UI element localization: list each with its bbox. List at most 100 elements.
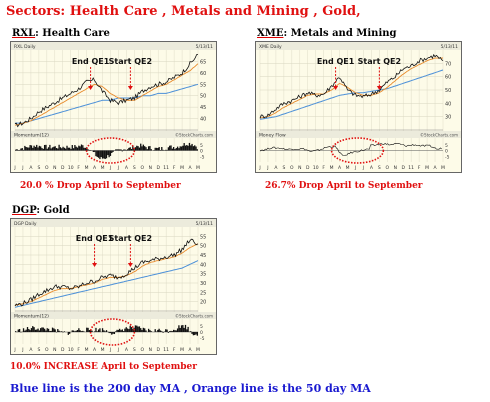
indicator-bar [146, 149, 148, 151]
indicator-bar [76, 147, 79, 151]
indicator-bar [120, 330, 122, 332]
qe-annotation-label: End QE1 [76, 234, 114, 243]
indicator-bar [187, 326, 189, 332]
x-tick-label: D [401, 165, 405, 171]
indicator-bar [133, 149, 135, 151]
indicator-bar [183, 327, 185, 332]
indicator-bar [16, 149, 18, 151]
qe-annotation-arrowhead [333, 86, 339, 90]
indicator-bar [84, 147, 87, 151]
indicator-bar [141, 329, 143, 332]
indicator-bar [162, 332, 164, 333]
y-tick-label: 25 [200, 290, 206, 296]
ma50-line [14, 63, 199, 126]
indicator-bar [117, 329, 120, 332]
indicator-bar [167, 332, 170, 333]
price-line [259, 53, 444, 119]
chart-svg-xme: XME Daily 5/13/11 30 40 50 60 70 End QE1 Start Q… [256, 42, 461, 171]
x-tick-label: O [141, 165, 145, 171]
indicator-bar [46, 148, 48, 151]
x-tick-label: J [362, 165, 364, 171]
indicator-bar [158, 328, 160, 332]
indicator-bar [30, 328, 33, 332]
indicator-bar [49, 144, 51, 151]
qe-annotation-arrowhead [88, 86, 94, 90]
indicator-bar [46, 328, 48, 332]
indicator-bar [53, 146, 55, 151]
indicator-bar [41, 148, 43, 151]
x-tick-label: F [173, 347, 176, 353]
qe-annotation-arrowhead [127, 86, 133, 90]
x-tick-label: J [117, 347, 119, 353]
chart-header-strip [256, 42, 461, 50]
indicator-bar [121, 150, 123, 152]
indicator-bar [129, 325, 131, 332]
indicator-bar [34, 146, 37, 151]
indicator-bar [80, 331, 83, 332]
indicator-bar [18, 328, 21, 332]
x-tick-label: S [133, 347, 136, 353]
indicator-bar [136, 325, 138, 332]
indicator-bar [24, 145, 26, 151]
indicator-bar [161, 331, 163, 332]
x-tick-label: A [433, 165, 437, 171]
indicator-bar [75, 330, 77, 332]
indicator-tick-label: -5 [200, 154, 205, 160]
indicator-bar [111, 150, 113, 153]
indicator-bar [40, 146, 42, 151]
y-tick-label: 35 [200, 272, 206, 278]
indicator-bar [147, 146, 150, 151]
ma200-line [14, 260, 199, 308]
indicator-tick-label: 0 [445, 149, 448, 155]
indicator-bar [176, 146, 179, 151]
indicator-bar [79, 330, 81, 332]
y-tick-label: 40 [200, 262, 206, 268]
price-line [14, 238, 199, 307]
x-tick-label: 11 [163, 347, 169, 353]
x-tick-label: S [37, 165, 40, 171]
y-tick-label: 45 [200, 253, 206, 259]
indicator-bar [186, 145, 188, 151]
indicator-header-strip [11, 131, 216, 138]
ma200-line [15, 83, 199, 124]
indicator-bar [157, 148, 159, 151]
x-tick-label: 10 [68, 165, 74, 171]
indicator-bar [36, 144, 38, 151]
chart-note-xme: 26.7% Drop April to September [265, 181, 423, 191]
y-tick-label: 65 [200, 59, 206, 65]
indicator-bar [87, 149, 89, 151]
indicator-bar [108, 150, 110, 158]
sector-name: Health Care [42, 28, 110, 39]
indicator-bar [141, 146, 143, 151]
indicator-bar [54, 146, 56, 151]
indicator-bar [29, 145, 31, 151]
indicator-bar [128, 147, 130, 151]
indicator-bar [122, 149, 125, 151]
x-tick-label: O [386, 165, 390, 171]
indicator-bar [32, 326, 34, 332]
y-tick-label: 70 [445, 61, 451, 67]
indicator-bar [107, 150, 109, 156]
x-tick-label: J [21, 347, 23, 353]
chart-label-xme: XME: Metals and Mining [257, 28, 397, 39]
qe-annotation-arrowhead [127, 263, 133, 267]
indicator-bar [125, 327, 127, 332]
indicator-bar [194, 145, 196, 151]
indicator-bar [154, 329, 156, 332]
indicator-bar [34, 329, 37, 332]
y-tick-label: 50 [445, 88, 451, 94]
indicator-bar [43, 144, 46, 151]
indicator-bar [109, 332, 112, 334]
indicator-bar [96, 331, 98, 332]
indicator-bar [155, 331, 158, 332]
indicator-bar [120, 149, 122, 151]
indicator-bar [22, 149, 25, 151]
indicator-bar [180, 146, 183, 151]
qe-annotation-arrowhead [376, 86, 382, 90]
indicator-bar [188, 142, 191, 151]
indicator-bar [145, 147, 147, 151]
indicator-bar [182, 325, 184, 332]
indicator-bar [103, 150, 105, 159]
chart-header-left: XME Daily [259, 44, 282, 50]
